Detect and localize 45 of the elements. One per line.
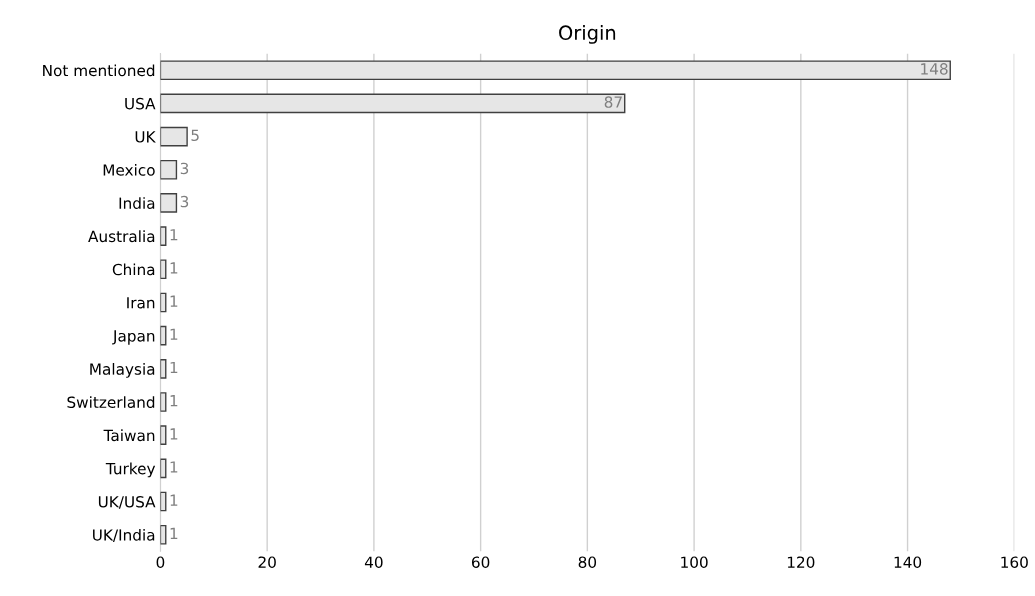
- x-tick-label: 20: [258, 556, 276, 568]
- bar: [160, 93, 626, 114]
- x-tick-label: 120: [787, 556, 815, 568]
- data-label: 1: [170, 295, 178, 307]
- data-label: 1: [170, 527, 178, 539]
- y-tick-label: Japan: [112, 330, 155, 345]
- bar: [160, 60, 951, 81]
- data-label: 87: [604, 96, 622, 108]
- data-label: 148: [921, 63, 948, 75]
- y-tick-label: China: [112, 263, 155, 276]
- chart-title: Origin: [559, 24, 616, 44]
- bar: [160, 193, 178, 213]
- y-tick-label: Switzerland: [67, 396, 155, 409]
- data-label: 1: [170, 461, 178, 473]
- y-tick-label: Iran: [127, 297, 155, 309]
- data-label: 1: [170, 229, 178, 241]
- bar: [160, 159, 178, 180]
- x-tick-label: 60: [471, 556, 490, 568]
- x-tick-label: 140: [894, 556, 922, 568]
- y-tick-label: Turkey: [105, 462, 156, 478]
- x-tick-label: 80: [578, 556, 597, 568]
- data-label: 3: [180, 162, 189, 175]
- x-tick-label: 0: [156, 556, 165, 568]
- x-tick-label: 40: [364, 556, 383, 568]
- x-tick-label: 160: [1001, 556, 1028, 568]
- y-tick-label: UK: [135, 131, 156, 143]
- y-tick-label: UK/India: [93, 528, 155, 542]
- x-tick-label: 100: [681, 556, 708, 568]
- y-tick-label: USA: [125, 97, 156, 110]
- data-label: 1: [170, 328, 178, 340]
- data-label: 1: [170, 395, 178, 407]
- data-label: 1: [170, 361, 178, 374]
- y-tick-label: Taiwan: [103, 429, 155, 442]
- data-label: 1: [170, 262, 178, 274]
- data-label: 1: [170, 494, 178, 506]
- y-tick-label: Not mentioned: [43, 64, 155, 77]
- y-tick-label: India: [119, 197, 155, 209]
- y-tick-label: UK/USA: [98, 496, 156, 509]
- bar: [160, 126, 188, 147]
- data-label: 3: [180, 195, 189, 208]
- data-label: 1: [170, 428, 178, 440]
- y-tick-label: Mexico: [103, 163, 155, 176]
- y-tick-label: Australia: [88, 230, 155, 243]
- y-tick-label: Malaysia: [90, 363, 155, 378]
- data-label: 5: [191, 129, 199, 142]
